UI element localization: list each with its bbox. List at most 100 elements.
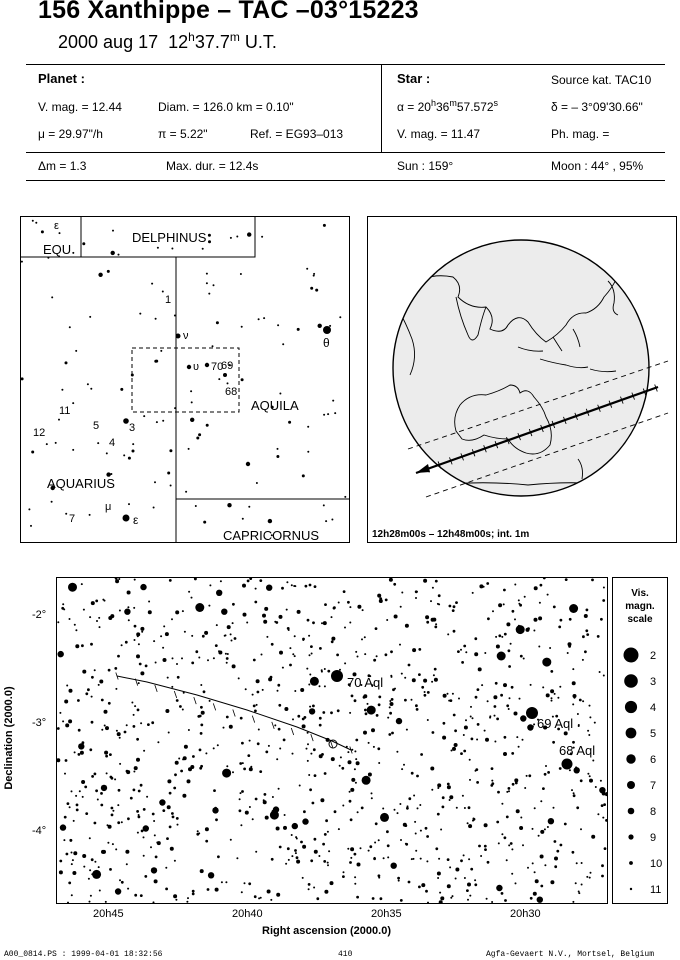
path-tick [654, 384, 658, 392]
background-star [183, 744, 188, 749]
background-star [127, 456, 131, 460]
background-star [303, 810, 306, 814]
new-guinea-coastline [589, 368, 617, 373]
background-star [467, 806, 471, 810]
background-star [556, 849, 560, 853]
track-tick [329, 740, 334, 748]
background-star [399, 803, 402, 805]
path-tick [540, 424, 544, 433]
background-star [360, 806, 364, 810]
background-star [173, 314, 176, 317]
background-star [410, 698, 413, 701]
background-star [329, 881, 334, 886]
label-eps-aqr: ε [133, 513, 139, 527]
globe-svg: 12h28m00s – 12h48m00s; int. 1m [372, 239, 669, 540]
background-star [555, 714, 559, 718]
background-star [374, 841, 377, 844]
star-70-aql [331, 670, 343, 682]
background-star [418, 673, 421, 676]
background-star [140, 626, 145, 631]
background-star [68, 326, 71, 329]
background-star [263, 793, 267, 796]
background-star [132, 725, 136, 728]
background-star [80, 583, 83, 586]
background-star [276, 447, 279, 450]
background-star [90, 720, 94, 724]
background-star [446, 884, 451, 889]
asteroid-track-ticks [115, 672, 353, 754]
background-star [51, 296, 54, 299]
background-star [212, 807, 219, 814]
info-mid-rule [26, 152, 665, 153]
background-star [152, 901, 155, 903]
info-bottom-rule [26, 180, 665, 181]
background-star [337, 828, 340, 831]
background-star [171, 657, 174, 660]
background-star [504, 899, 507, 902]
background-star [161, 290, 164, 293]
background-star [336, 653, 339, 657]
background-star [434, 579, 438, 583]
background-star [181, 657, 183, 660]
background-star [441, 796, 445, 800]
background-star [581, 658, 584, 661]
background-star [227, 503, 232, 508]
background-star [230, 639, 233, 642]
background-star [182, 691, 185, 694]
background-star [402, 822, 407, 827]
background-star [539, 583, 543, 587]
background-star [301, 876, 304, 879]
background-star [114, 667, 118, 670]
background-star [187, 447, 190, 450]
background-star [296, 609, 301, 614]
label-7-aqr: 7 [69, 513, 75, 525]
path-tick [471, 449, 476, 457]
background-star [470, 705, 472, 708]
background-star [93, 821, 97, 825]
background-star [457, 650, 460, 653]
background-star [89, 869, 92, 872]
background-star [348, 790, 351, 793]
background-star [70, 851, 73, 854]
label-aquila: AQUILA [251, 398, 299, 413]
background-star [371, 897, 375, 900]
x-tick-20h45: 20h45 [93, 908, 124, 920]
mag-scale-value: 11 [650, 884, 661, 896]
background-star [31, 450, 35, 454]
background-star [452, 605, 456, 609]
background-star [511, 872, 514, 875]
background-star [87, 688, 90, 692]
background-star [141, 630, 144, 633]
background-star [165, 866, 168, 869]
background-star [525, 774, 528, 777]
background-star [308, 583, 312, 587]
background-star [276, 758, 279, 761]
background-star [496, 820, 500, 824]
background-star [553, 692, 556, 695]
background-star [105, 726, 109, 731]
background-star [198, 656, 201, 659]
background-star [228, 364, 231, 366]
label-68-aql: 68 [225, 386, 237, 398]
hour-unit: h [188, 30, 195, 44]
background-star [259, 896, 262, 899]
background-star [176, 823, 179, 826]
background-star [355, 650, 358, 653]
globe-caption: 12h28m00s – 12h48m00s; int. 1m [372, 529, 529, 540]
background-star [205, 752, 208, 755]
background-star [100, 784, 108, 792]
background-star [241, 762, 244, 765]
background-star [166, 837, 169, 840]
background-star [571, 789, 573, 792]
background-star [599, 779, 602, 782]
background-star [378, 762, 381, 764]
background-star [585, 608, 589, 612]
background-star [342, 871, 345, 874]
background-star [65, 723, 70, 728]
background-star [460, 752, 463, 755]
max-duration: Max. dur. = 12.4s [166, 159, 259, 173]
background-star [264, 606, 269, 611]
background-star [142, 836, 145, 839]
background-star [546, 593, 549, 596]
background-star [208, 604, 211, 607]
